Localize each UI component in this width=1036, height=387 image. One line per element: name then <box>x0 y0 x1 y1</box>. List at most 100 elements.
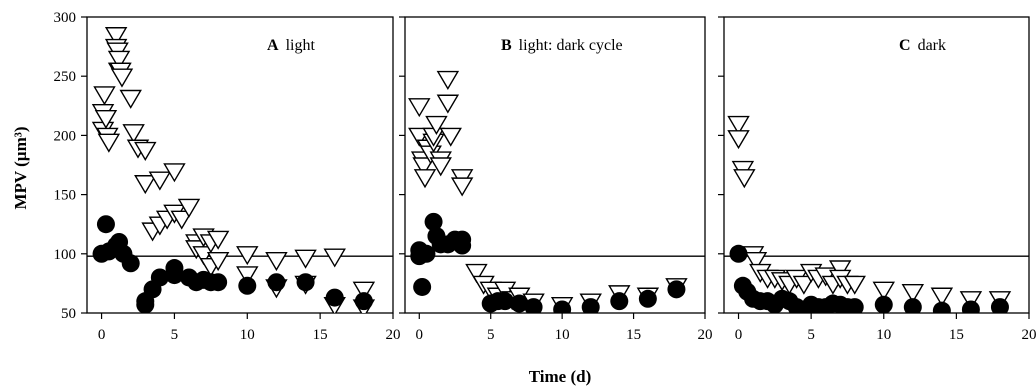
x-tick-label: 0 <box>98 327 106 343</box>
data-point-open-triangle <box>959 291 983 311</box>
data-point-open-triangle <box>236 266 259 286</box>
data-point-filled-circle <box>610 292 629 311</box>
data-point-filled-circle <box>932 301 951 313</box>
data-point-open-triangle <box>236 246 259 266</box>
data-point-filled-circle <box>96 215 115 234</box>
data-point-filled-circle <box>903 298 922 313</box>
data-point-filled-circle <box>845 298 864 313</box>
data-point-filled-circle <box>150 268 169 287</box>
data-point-open-triangle <box>930 287 954 307</box>
data-point-open-triangle <box>843 275 866 295</box>
panel-c: 0 5 10 15 20 C dark <box>718 16 1036 343</box>
data-point-filled-circle <box>165 266 184 285</box>
data-point-open-triangle <box>792 275 816 295</box>
data-point-filled-circle <box>990 298 1009 313</box>
y-tick-label: 100 <box>54 247 77 263</box>
data-point-open-triangle <box>110 68 134 88</box>
x-tick-label: 5 <box>807 327 815 343</box>
data-point-filled-circle <box>121 254 140 273</box>
data-point-open-triangle <box>119 89 142 109</box>
data-point-open-triangle <box>450 177 474 197</box>
data-point-open-triangle <box>107 50 131 70</box>
data-point-open-triangle <box>134 175 157 195</box>
y-axis-title: MPV (µm³) <box>11 126 30 209</box>
data-point-open-triangle <box>122 124 145 144</box>
data-point-filled-circle <box>209 273 228 292</box>
data-point-filled-circle <box>667 280 686 299</box>
x-tick-label: 15 <box>313 327 328 343</box>
x-tick-label: 15 <box>949 327 964 343</box>
panel-title-letter: A <box>267 37 279 54</box>
y-tick-label: 150 <box>54 188 77 204</box>
x-tick-label: 10 <box>876 327 891 343</box>
panel-title-letter: C <box>899 37 911 54</box>
data-point-filled-circle <box>453 236 472 255</box>
data-point-open-triangle <box>828 260 852 280</box>
data-point-filled-circle <box>496 292 514 311</box>
data-point-open-triangle <box>177 198 201 218</box>
data-point-open-triangle <box>265 252 288 272</box>
data-point-open-triangle <box>744 252 768 272</box>
data-point-filled-circle <box>354 292 373 311</box>
x-tick-label: 15 <box>626 327 641 343</box>
data-point-open-triangle <box>163 163 186 183</box>
data-point-open-triangle <box>412 157 435 177</box>
data-point-open-triangle <box>872 281 895 301</box>
x-tick-label: 20 <box>1022 327 1036 343</box>
data-point-open-triangle <box>148 171 172 191</box>
data-point-open-triangle <box>94 109 118 130</box>
x-tick-label: 10 <box>555 327 570 343</box>
data-point-filled-circle <box>413 277 432 296</box>
marker-layer <box>727 115 1012 313</box>
data-point-open-triangle <box>104 27 128 47</box>
data-point-filled-circle <box>961 300 980 313</box>
data-point-filled-circle <box>510 294 529 313</box>
data-point-filled-circle <box>638 289 657 308</box>
y-tick-label: 50 <box>61 306 76 322</box>
data-point-open-triangle <box>206 252 230 272</box>
panel-title-label: dark <box>918 37 946 54</box>
x-tick-label: 5 <box>171 327 179 343</box>
y-tick-label: 250 <box>54 69 77 85</box>
x-tick-label: 10 <box>240 327 255 343</box>
data-point-open-triangle <box>727 130 750 150</box>
data-point-open-triangle <box>439 127 462 147</box>
data-point-open-triangle <box>170 210 193 230</box>
data-point-open-triangle <box>134 141 157 161</box>
data-point-filled-circle <box>524 298 543 313</box>
panel-frame <box>723 16 1030 314</box>
data-point-open-triangle <box>436 70 460 90</box>
data-point-open-triangle <box>425 115 448 135</box>
data-point-filled-circle <box>424 212 443 231</box>
panel-frame <box>404 16 706 314</box>
data-point-filled-circle <box>729 244 748 263</box>
data-point-open-triangle <box>733 169 756 189</box>
panel-b: 0 5 10 15 20 B light: dark cycle <box>399 16 713 343</box>
panel-title-label: light: dark cycle <box>519 37 623 54</box>
data-point-open-triangle <box>97 133 121 153</box>
data-point-open-triangle <box>352 281 376 301</box>
y-tick-label: 300 <box>54 10 77 26</box>
y-axis-title-main: MPV (µm³) <box>11 126 30 209</box>
panel-a: 50 100 150 200 250 300 0 5 10 15 20 A light <box>54 10 401 343</box>
data-point-open-triangle <box>294 249 317 269</box>
x-tick-label: 5 <box>487 327 495 343</box>
data-point-filled-circle <box>136 295 155 313</box>
data-point-open-triangle <box>465 263 488 283</box>
data-point-filled-circle <box>267 273 286 292</box>
x-tick-label: 0 <box>735 327 743 343</box>
panel-frame <box>86 16 394 314</box>
data-point-filled-circle <box>581 298 600 313</box>
marker-layer <box>91 27 376 313</box>
data-point-filled-circle <box>296 273 315 292</box>
data-point-open-triangle <box>206 230 230 250</box>
panel-title-letter: B <box>501 37 512 54</box>
x-tick-label: 20 <box>386 327 401 343</box>
data-point-open-triangle <box>901 283 925 304</box>
data-point-filled-circle <box>553 300 572 313</box>
x-tick-label: 0 <box>416 327 424 343</box>
